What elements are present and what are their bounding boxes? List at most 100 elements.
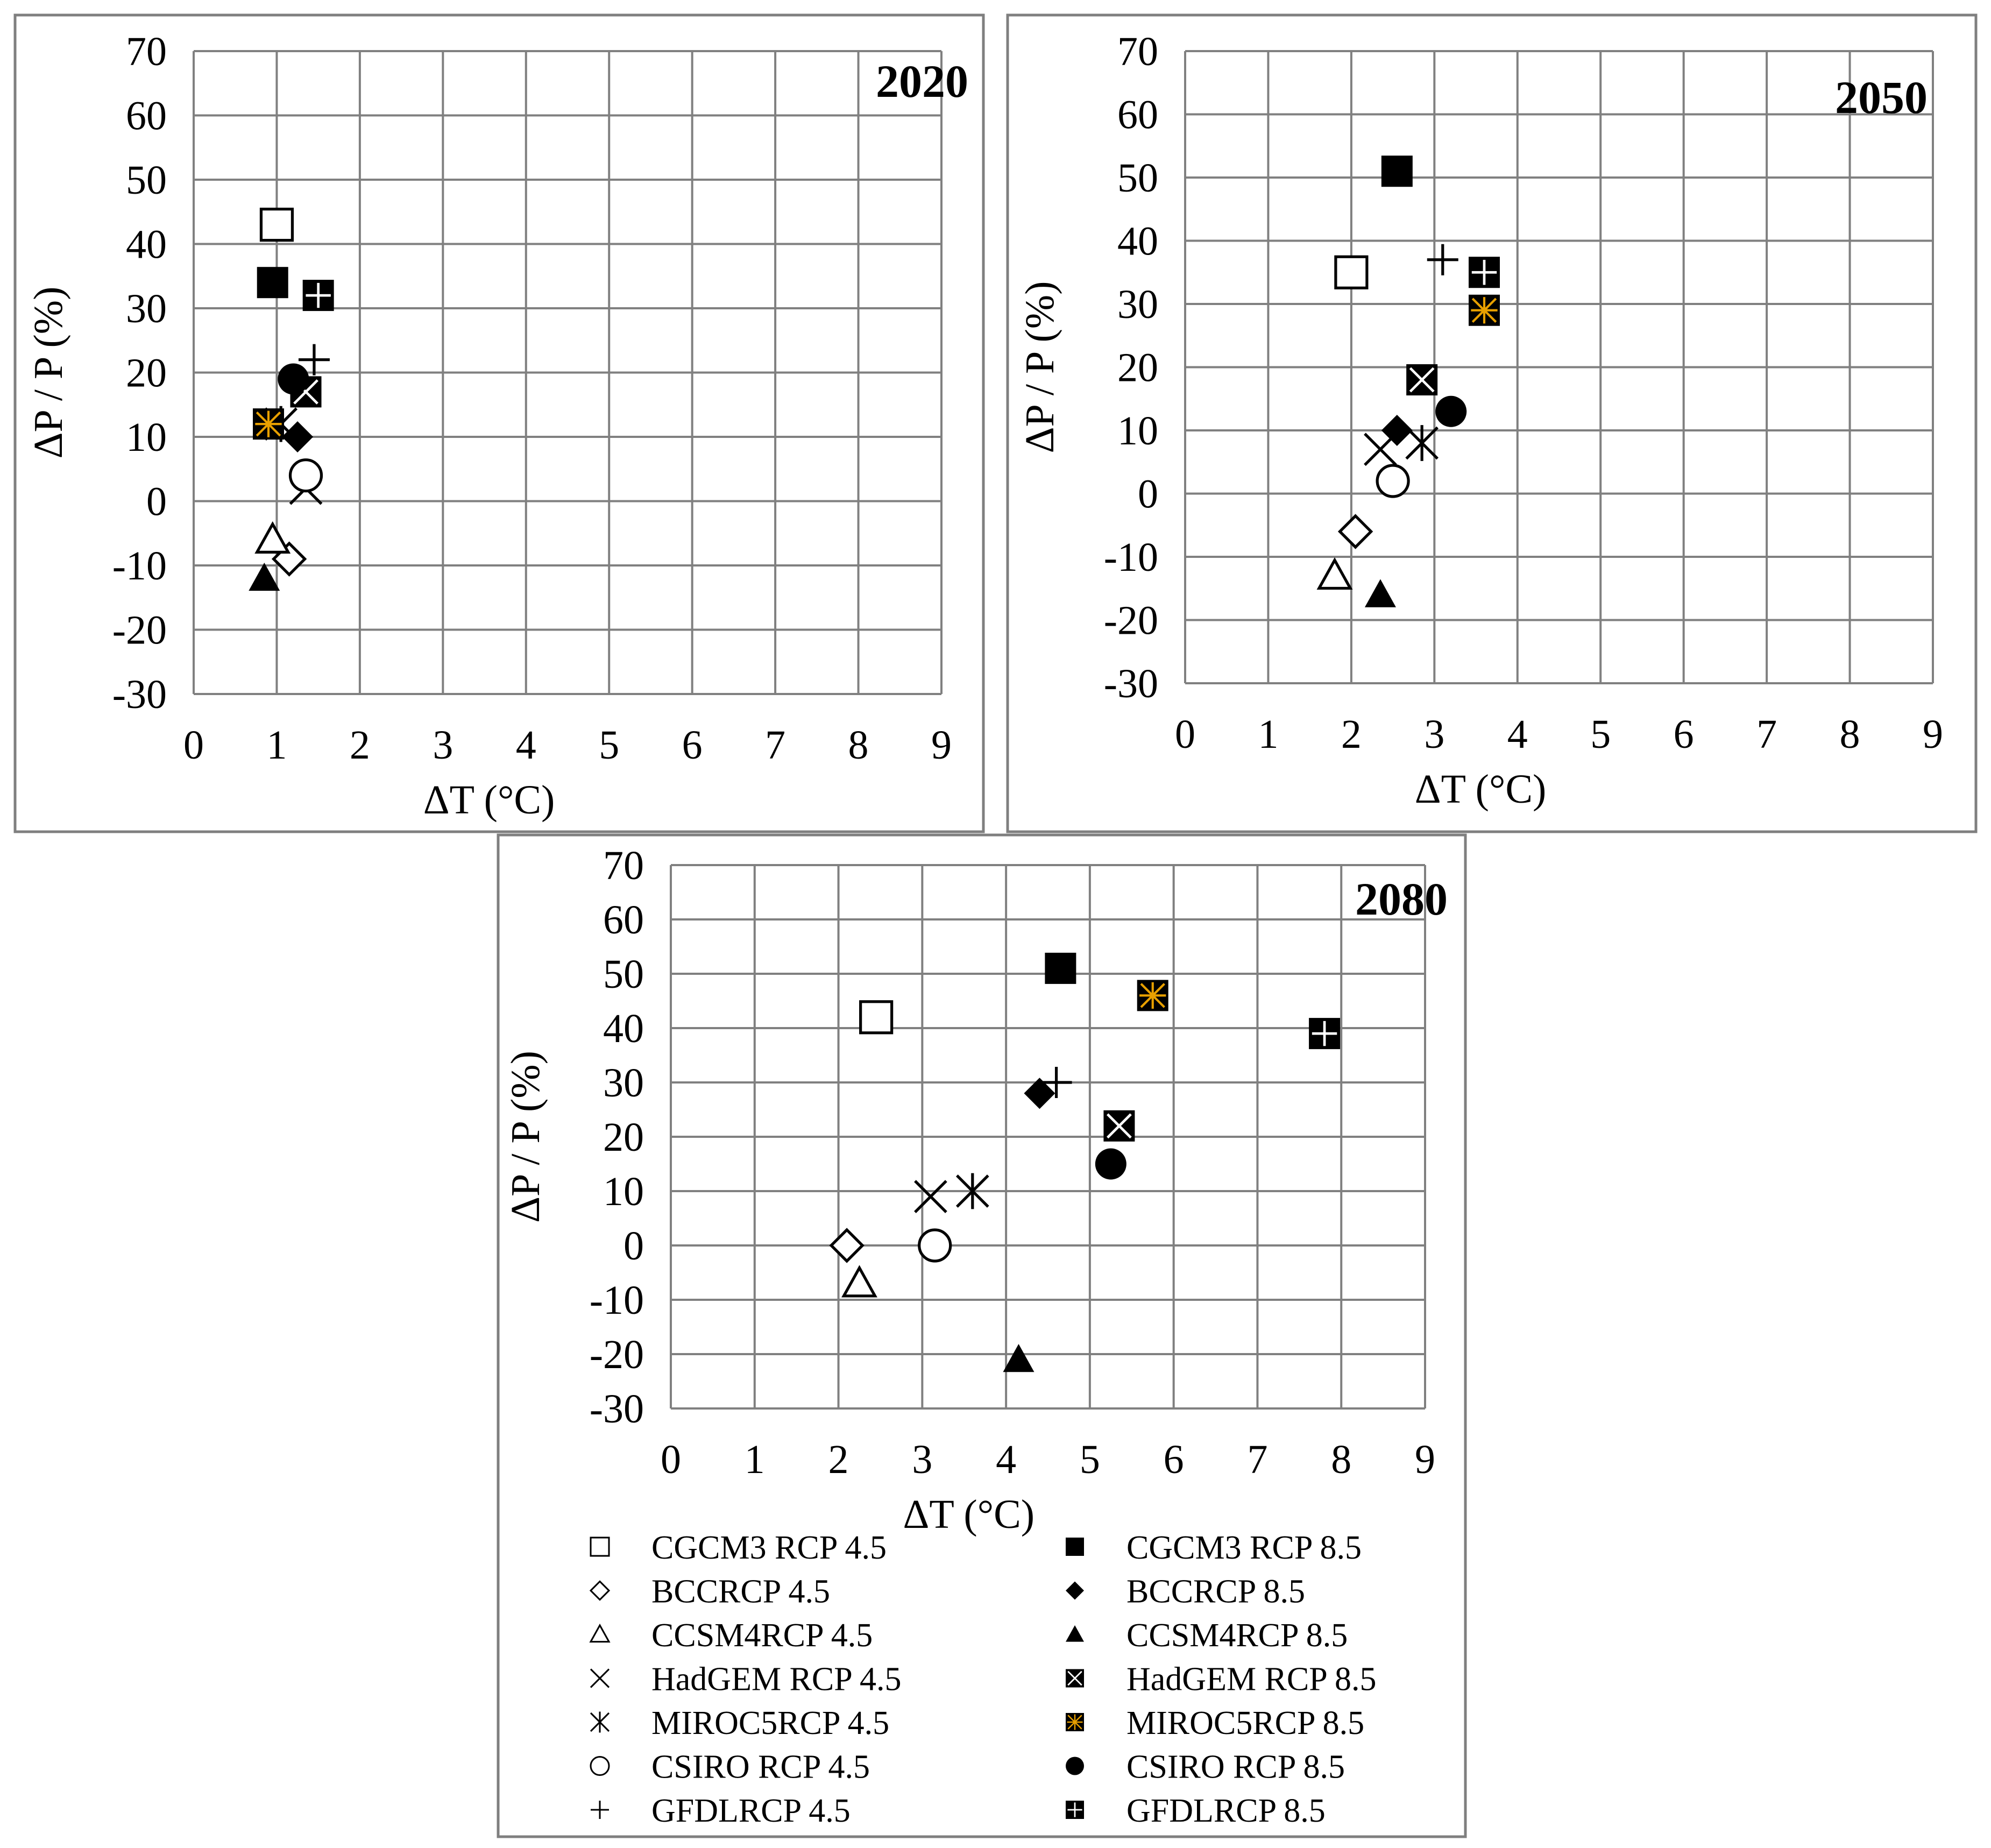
point-gfdlrcp-8-5	[1469, 257, 1500, 288]
x-tick-label: 5	[599, 723, 619, 768]
x-tick-label: 6	[1164, 1437, 1184, 1482]
chart-title: 2050	[1835, 72, 1928, 123]
legend-item-ccsm4rcp-8-5: CCSM4RCP 8.5	[1066, 1617, 1348, 1654]
y-tick-label: 10	[1117, 408, 1158, 454]
point-miroc5rcp-4-5	[955, 1173, 989, 1209]
legend-item-gfdlrcp-8-5: GFDLRCP 8.5	[1066, 1793, 1326, 1829]
x-tick-label: 0	[183, 723, 204, 768]
point-cgcm3-rcp-4-5	[1334, 255, 1369, 289]
y-tick-label: 70	[126, 29, 167, 74]
y-tick-label: -30	[1104, 661, 1158, 706]
legend-item-ccsm4rcp-4-5: CCSM4RCP 4.5	[589, 1617, 873, 1654]
point-hadgem-rcp-8-5	[1103, 1110, 1135, 1142]
y-tick-label: 10	[603, 1169, 644, 1214]
y-tick-label: 20	[603, 1115, 644, 1160]
x-tick-label: 1	[1258, 712, 1278, 757]
y-tick-label: 50	[603, 952, 644, 997]
x-tick-label: 8	[1331, 1437, 1351, 1482]
panel-frame	[13, 13, 985, 833]
point-gfdlrcp-4-5	[1040, 1067, 1072, 1098]
gridlines	[1184, 50, 1934, 684]
legend-marker	[590, 1537, 610, 1557]
point-bccrcp-8-5	[282, 421, 314, 452]
x-tick-label: 7	[765, 723, 785, 768]
x-tick-label: 0	[661, 1437, 681, 1482]
legend-item-cgcm3-rcp-8-5: CGCM3 RCP 8.5	[1066, 1530, 1362, 1566]
x-tick-label: 9	[1923, 712, 1943, 757]
x-tick-label: 3	[1424, 712, 1444, 757]
x-tick-label: 8	[848, 723, 869, 768]
point-hadgem-rcp-8-5	[1406, 364, 1438, 395]
point-gfdlrcp-4-5	[298, 344, 330, 376]
point-cgcm3-rcp-4-5	[859, 1000, 894, 1035]
point-miroc5rcp-8-5	[253, 408, 284, 440]
point-cgcm3-rcp-4-5	[259, 208, 294, 242]
x-tick-label: 2	[828, 1437, 849, 1482]
y-tick-label: -20	[1104, 598, 1158, 643]
y-tick-label: 50	[1117, 155, 1158, 201]
legend-label: HadGEM RCP 4.5	[651, 1661, 901, 1698]
point-bccrcp-8-5	[1024, 1078, 1055, 1109]
legend-marker	[1066, 1713, 1084, 1731]
x-axis-label: ΔT (°C)	[1415, 767, 1547, 812]
legend-marker	[589, 1580, 611, 1601]
x-tick-label: 9	[1415, 1437, 1435, 1482]
y-tick-label: -10	[112, 543, 167, 589]
y-tick-label: -30	[112, 672, 167, 717]
point-bccrcp-4-5	[829, 1228, 865, 1263]
point-csiro-rcp-8-5	[1435, 395, 1467, 427]
point-csiro-rcp-4-5	[1376, 464, 1410, 498]
legend-item-hadgem-rcp-8-5: HadGEM RCP 8.5	[1066, 1661, 1376, 1698]
point-cgcm3-rcp-8-5	[257, 267, 288, 299]
y-tick-label: 30	[603, 1060, 644, 1106]
point-ccsm4rcp-4-5	[841, 1265, 877, 1298]
chart-title: 2020	[876, 55, 968, 107]
point-ccsm4rcp-4-5	[1316, 557, 1353, 590]
point-hadgem-rcp-4-5	[1364, 433, 1397, 466]
legend-item-bccrcp-4-5: BCCRCP 4.5	[589, 1574, 830, 1610]
x-tick-label: 1	[745, 1437, 765, 1482]
y-tick-label: 10	[126, 415, 167, 460]
panel-frame	[497, 833, 1467, 1838]
point-csiro-rcp-4-5	[288, 458, 323, 493]
x-tick-label: 7	[1756, 712, 1777, 757]
y-tick-label: -20	[590, 1332, 644, 1377]
legend-marker	[589, 1623, 611, 1643]
point-gfdlrcp-8-5	[302, 280, 334, 311]
point-bccrcp-4-5	[1337, 514, 1373, 549]
y-tick-label: 30	[126, 286, 167, 331]
y-tick-label: 50	[126, 158, 167, 203]
legend-item-miroc5rcp-8-5: MIROC5RCP 8.5	[1066, 1705, 1364, 1741]
legend-item-miroc5rcp-4-5: MIROC5RCP 4.5	[590, 1705, 889, 1741]
x-tick-label: 5	[1080, 1437, 1100, 1482]
legend-marker	[1066, 1581, 1084, 1600]
x-tick-label: 8	[1840, 712, 1860, 757]
legend-label: BCCRCP 4.5	[651, 1574, 830, 1610]
point-miroc5rcp-4-5	[1405, 425, 1439, 461]
legend-marker	[590, 1668, 610, 1688]
x-tick-label: 6	[682, 723, 703, 768]
point-gfdlrcp-4-5	[1427, 244, 1458, 275]
data-points	[829, 952, 1341, 1372]
y-tick-label: 0	[146, 479, 167, 524]
legend-item-gfdlrcp-4-5: GFDLRCP 4.5	[591, 1793, 851, 1829]
chart-panel-2020: 70 60 50 40 30 20 10 0 -10 -20 -30 0 1 2 3 4 5 6 7 8 9 ΔT (°C…	[13, 13, 985, 833]
legend: CGCM3 RCP 4.5 CGCM3 RCP 8.5 BCCRCP 4.5 BCCR…	[589, 1530, 1376, 1829]
point-ccsm4rcp-8-5	[1364, 579, 1396, 607]
legend-item-bccrcp-8-5: BCCRCP 8.5	[1066, 1574, 1305, 1610]
x-tick-label: 9	[931, 723, 952, 768]
point-hadgem-rcp-4-5	[914, 1180, 947, 1213]
data-points	[249, 208, 334, 591]
panel-frame	[1006, 13, 1978, 833]
y-tick-label: 40	[1117, 218, 1158, 264]
legend-label: MIROC5RCP 8.5	[1126, 1705, 1364, 1741]
point-miroc5rcp-8-5	[1137, 980, 1168, 1011]
y-tick-label: 40	[603, 1006, 644, 1051]
x-tick-label: 1	[266, 723, 287, 768]
y-tick-label: -10	[1104, 535, 1158, 580]
legend-label: CCSM4RCP 4.5	[651, 1617, 873, 1654]
point-miroc5rcp-8-5	[1469, 294, 1500, 326]
chart-panel-2080: 70 60 50 40 30 20 10 0 -10 -20 -30 0 1 2 3 4 5 6 7 8 9 ΔT (°C…	[497, 833, 1467, 1838]
legend-label: CCSM4RCP 8.5	[1126, 1617, 1348, 1654]
point-ccsm4rcp-8-5	[1003, 1344, 1035, 1372]
